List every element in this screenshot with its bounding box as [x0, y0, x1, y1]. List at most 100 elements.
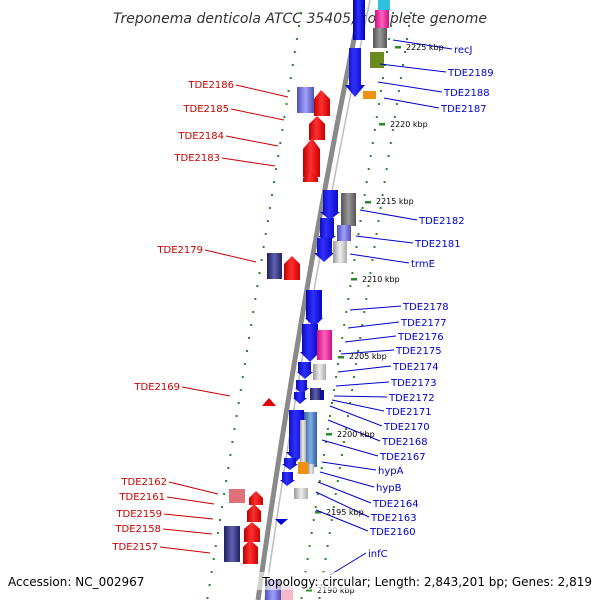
scale-dot	[328, 532, 331, 534]
gene-label-right: TDE2171	[385, 407, 432, 418]
gene-block	[370, 52, 384, 68]
scale-dot	[381, 77, 384, 79]
scale-major-tick	[379, 123, 385, 126]
gene-label-right: TDE2175	[395, 346, 442, 357]
scale-dot	[235, 415, 238, 417]
gene-block	[298, 462, 308, 474]
footer-backdrop	[255, 572, 600, 590]
scale-dot	[406, 38, 408, 40]
scale-dot	[387, 155, 390, 157]
gene-block	[294, 488, 308, 499]
leader-line	[349, 305, 402, 311]
scale-dot	[212, 558, 215, 560]
scale-dot	[256, 285, 259, 287]
scale-label: 2220 kbp	[390, 120, 428, 129]
scale-label: 2205 kbp	[349, 352, 387, 361]
scale-dot	[216, 532, 219, 534]
gene-label-left: TDE2183	[173, 153, 220, 164]
scale-dot	[388, 38, 390, 40]
scale-dot	[293, 51, 296, 53]
scale-dot	[341, 337, 344, 339]
scale-dot	[353, 259, 356, 261]
scale-dot	[359, 220, 362, 222]
scale-dot	[395, 103, 398, 105]
scale-dot	[335, 376, 338, 378]
gene-arrow-reverse	[305, 290, 323, 327]
gene-label-right: TDE2176	[397, 332, 444, 343]
gene-block	[337, 225, 351, 241]
scale-dot	[351, 272, 354, 274]
gene-arrow-reverse	[320, 190, 340, 220]
scale-dot	[300, 597, 303, 599]
scale-dot	[367, 168, 370, 170]
scale-dot	[340, 454, 343, 456]
gene-block	[313, 364, 326, 380]
scale-dot	[233, 428, 236, 430]
scale-dot	[210, 571, 213, 573]
scale-dot	[410, 12, 413, 14]
scale-dot	[229, 454, 232, 456]
scale-dot	[262, 246, 265, 248]
leader-line	[235, 84, 289, 98]
scale-dot	[326, 428, 329, 430]
leader-line	[329, 405, 383, 427]
scale-dot	[385, 168, 388, 170]
gene-label-right: TDE2177	[400, 318, 447, 329]
leader-line	[383, 97, 440, 109]
gene-label-left: TDE2158	[114, 524, 161, 535]
scale-dot	[324, 558, 327, 560]
scale-dot	[402, 64, 404, 66]
scale-dot	[365, 181, 368, 183]
scale-dot	[393, 116, 396, 118]
gene-arrow-reverse	[297, 362, 313, 379]
scale-dot	[258, 272, 261, 274]
scale-dot	[357, 350, 360, 352]
gene-label-left: TDE2186	[187, 80, 234, 91]
gene-arrow-reverse	[318, 218, 336, 242]
scale-dot	[206, 597, 209, 599]
scale-dot	[347, 415, 349, 417]
scale-dot	[361, 207, 364, 209]
scale-dot	[221, 506, 223, 508]
scale-dot	[320, 467, 323, 469]
leader-line	[162, 528, 213, 535]
scale-major-tick	[315, 511, 321, 514]
gene-arrow-forward	[262, 398, 276, 406]
scale-dot	[324, 441, 327, 443]
scale-dot	[285, 103, 288, 105]
scale-dot	[287, 90, 290, 92]
scale-dot	[310, 532, 313, 534]
scale-dot	[334, 493, 337, 495]
gene-block	[267, 253, 282, 279]
scale-dot	[383, 181, 386, 183]
scale-dot	[379, 90, 382, 92]
scale-dot	[347, 298, 350, 300]
gene-label-right: TDE2187	[440, 104, 487, 115]
scale-dot	[279, 142, 282, 144]
scale-label: 2215 kbp	[376, 197, 414, 206]
accession-text: Accession: NC_002967	[8, 575, 144, 589]
leader-line	[225, 135, 279, 147]
scale-dot	[243, 363, 246, 365]
scale-dot	[389, 142, 392, 144]
gene-block	[317, 330, 332, 360]
gene-label-left: TDE2184	[177, 131, 224, 142]
gene-arrow-forward	[309, 116, 325, 140]
scale-dot	[345, 311, 348, 313]
scale-dot	[371, 142, 374, 144]
scale-label: 2225 kbp	[406, 43, 444, 52]
scale-dot	[326, 545, 329, 547]
gene-label-left: TDE2185	[182, 104, 229, 115]
gene-arrow-forward	[284, 256, 300, 280]
scale-dot	[231, 441, 234, 443]
leader-line	[327, 419, 381, 442]
scale-dot	[397, 90, 400, 92]
scale-dot	[336, 480, 339, 482]
gene-arrow-forward	[303, 172, 318, 182]
scale-label: 2195 kbp	[326, 508, 364, 517]
scale-dot	[391, 129, 394, 131]
scale-dot	[375, 116, 378, 118]
leader-line	[317, 481, 372, 504]
gene-label-right: TDE2160	[369, 527, 416, 538]
leader-line	[359, 209, 418, 221]
